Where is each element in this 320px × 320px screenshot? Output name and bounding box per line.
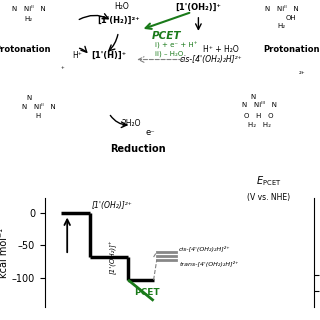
- Text: Protonation: Protonation: [0, 45, 51, 54]
- Text: N   Niᴵᴵᴵ   N: N Niᴵᴵᴵ N: [242, 102, 277, 108]
- Text: [1'(OH₂)]⁺: [1'(OH₂)]⁺: [175, 3, 221, 12]
- Text: N   Niᴵᴵ   N: N Niᴵᴵ N: [12, 6, 46, 12]
- Text: N   Niᴵᴵ   N: N Niᴵᴵ N: [265, 5, 299, 12]
- Text: H⁺ + H₂O: H⁺ + H₂O: [203, 45, 239, 54]
- Text: ii) – H₂O: ii) – H₂O: [156, 50, 184, 57]
- Text: [1'(H₂)]²⁺: [1'(H₂)]²⁺: [97, 16, 140, 25]
- Text: [1'(OH₂)]²⁺: [1'(OH₂)]²⁺: [91, 202, 132, 211]
- Text: $E_{\mathrm{PCET}}$: $E_{\mathrm{PCET}}$: [256, 174, 282, 188]
- Text: Reduction: Reduction: [110, 144, 165, 154]
- Text: PCET: PCET: [134, 288, 160, 297]
- Text: H: H: [36, 113, 41, 119]
- Text: O   H   O: O H O: [244, 113, 274, 119]
- Text: N   Niᴵᴵ   N: N Niᴵᴵ N: [21, 104, 55, 110]
- Text: Protonation: Protonation: [263, 45, 319, 54]
- Text: N: N: [26, 95, 31, 101]
- Text: H₂   H₂: H₂ H₂: [248, 122, 271, 128]
- Text: ²⁺: ²⁺: [299, 72, 306, 78]
- Text: cis-[4'(OH₂)₂H]²⁺: cis-[4'(OH₂)₂H]²⁺: [180, 55, 243, 64]
- Text: PCET: PCET: [152, 31, 181, 41]
- Text: N: N: [250, 94, 255, 100]
- Text: cis-[4'(OH₂)₂H]²⁺: cis-[4'(OH₂)₂H]²⁺: [179, 246, 231, 252]
- Text: trans-[4'(OH₂)₂H]²⁺: trans-[4'(OH₂)₂H]²⁺: [179, 260, 239, 267]
- Text: 2H₂O: 2H₂O: [122, 118, 141, 127]
- Text: [1'(H)]⁺: [1'(H)]⁺: [91, 51, 126, 60]
- Text: H⁺: H⁺: [72, 51, 82, 60]
- Text: H₂: H₂: [25, 16, 33, 22]
- Text: ⁺: ⁺: [60, 68, 64, 73]
- Text: i) + e⁻ + H⁺: i) + e⁻ + H⁺: [155, 42, 197, 49]
- Text: e⁻: e⁻: [146, 128, 155, 137]
- Text: OH: OH: [286, 15, 297, 21]
- Text: H₂: H₂: [277, 23, 286, 29]
- Y-axis label: kcal mol⁻¹: kcal mol⁻¹: [0, 228, 9, 278]
- Text: H₂O: H₂O: [114, 3, 129, 12]
- Text: [1'(OH₂)]⁺: [1'(OH₂)]⁺: [110, 240, 117, 274]
- Text: (V vs. NHE): (V vs. NHE): [247, 193, 290, 202]
